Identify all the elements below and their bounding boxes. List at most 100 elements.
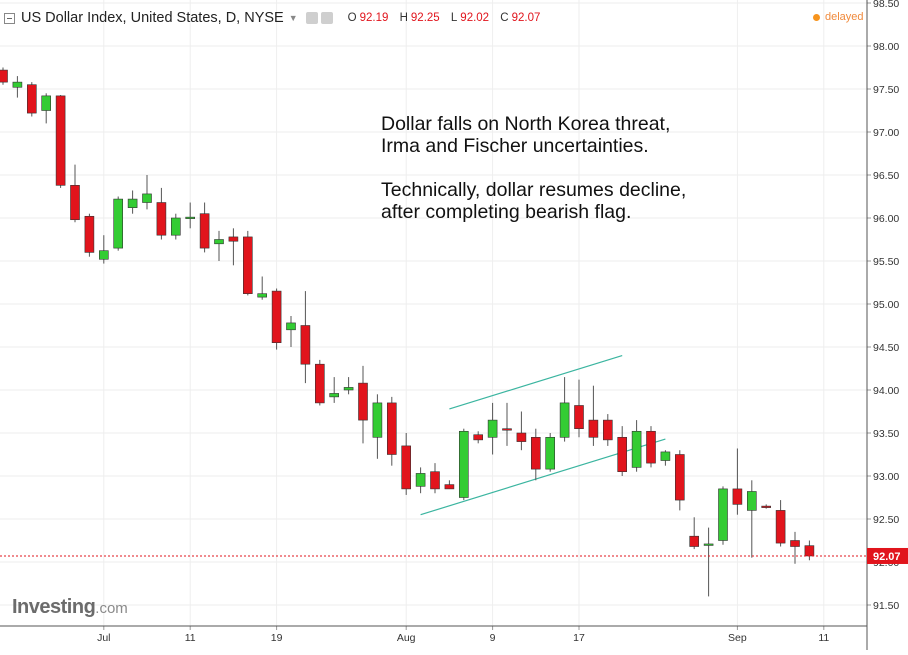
candle-body[interactable] — [41, 95, 52, 111]
y-tick-label: 91.50 — [873, 600, 899, 612]
y-tick-label: 96.50 — [873, 170, 899, 182]
candle-body[interactable] — [602, 419, 613, 441]
chart-annotation: Dollar falls on North Korea threat, Irma… — [381, 113, 686, 223]
candle-body[interactable] — [530, 436, 541, 470]
annotation-line: Technically, dollar resumes decline, — [381, 179, 687, 201]
y-tick-label: 98.00 — [873, 41, 899, 53]
high-value: 92.25 — [410, 12, 440, 24]
candle-body[interactable] — [127, 198, 138, 208]
candle-body[interactable] — [617, 436, 628, 472]
low-key: L — [450, 12, 458, 24]
candle-body[interactable] — [286, 322, 296, 331]
candle-body[interactable] — [99, 250, 109, 260]
chevron-down-icon[interactable]: ▼ — [288, 13, 298, 23]
candle-body[interactable] — [559, 402, 570, 438]
candle-body[interactable] — [401, 445, 412, 490]
candle-body[interactable] — [358, 382, 368, 421]
annotation-line: Dollar falls on North Korea threat, — [381, 113, 671, 135]
candle-body[interactable] — [761, 505, 772, 508]
y-tick-label: 94.50 — [873, 342, 899, 354]
candle-body[interactable] — [703, 543, 714, 546]
camera-icon[interactable] — [305, 12, 318, 24]
logo-name: Investing — [12, 596, 96, 618]
y-tick-label: 95.00 — [873, 299, 899, 311]
candle-body[interactable] — [660, 451, 671, 461]
candle-body[interactable] — [386, 402, 397, 455]
candle-body[interactable] — [430, 471, 440, 490]
y-tick-label: 98.50 — [873, 0, 899, 10]
candle-body[interactable] — [243, 236, 253, 294]
candle-body[interactable] — [646, 430, 656, 464]
close-value: 92.07 — [511, 12, 541, 24]
candle-body[interactable] — [314, 363, 325, 404]
flag-channel-line — [420, 438, 666, 516]
candle-body[interactable] — [271, 290, 282, 344]
x-tick-label: Sep — [728, 632, 747, 644]
candle-body[interactable] — [631, 430, 642, 468]
annotation-line: Irma and Fischer uncertainties. — [381, 135, 649, 157]
candle-body[interactable] — [718, 488, 728, 541]
logo-suffix: .com — [95, 600, 128, 617]
chart-header: US Dollar Index, United States, D, NYSE … — [4, 8, 548, 28]
candle-body[interactable] — [458, 430, 469, 498]
candle-body[interactable] — [113, 198, 123, 249]
candle-body[interactable] — [372, 402, 383, 438]
x-tick-label: Jul — [97, 632, 110, 644]
candle-body[interactable] — [84, 215, 95, 253]
candle-body[interactable] — [142, 193, 152, 203]
last-price-badge — [867, 547, 908, 564]
candle-body[interactable] — [444, 484, 455, 490]
candle-body[interactable] — [12, 81, 23, 88]
candle-body[interactable] — [228, 236, 239, 242]
settings-icon[interactable] — [320, 12, 333, 24]
candle-body[interactable] — [689, 535, 700, 547]
candle-body[interactable] — [674, 454, 685, 501]
candle-body[interactable] — [588, 419, 599, 438]
y-tick-label: 93.50 — [873, 428, 899, 440]
candle-body[interactable] — [55, 95, 66, 186]
candle-body[interactable] — [257, 293, 268, 298]
candle-body[interactable] — [804, 545, 815, 557]
y-tick-label: 97.00 — [873, 127, 899, 139]
candle-body[interactable] — [775, 510, 786, 544]
candle-body[interactable] — [185, 216, 195, 219]
candle-body[interactable] — [300, 325, 311, 365]
candle-body[interactable] — [70, 185, 80, 221]
candle-body[interactable] — [487, 419, 498, 438]
candle-body[interactable] — [502, 428, 512, 431]
candle-body[interactable] — [26, 84, 37, 114]
collapse-icon[interactable] — [4, 12, 15, 24]
candle-body[interactable] — [329, 393, 340, 398]
last-price-label: 92.07 — [873, 551, 901, 563]
x-tick-label: 11 — [185, 632, 196, 644]
candle-body[interactable] — [415, 473, 426, 487]
y-tick-label: 94.00 — [873, 385, 899, 397]
investing-logo: Investing.com — [12, 596, 128, 619]
candle-body[interactable] — [156, 202, 167, 236]
candle-body[interactable] — [473, 434, 484, 441]
candle-body[interactable] — [199, 213, 210, 249]
delayed-status: delayed — [813, 11, 864, 23]
ohlc-readout: O 92.19 H 92.25 L 92.02 C 92.07 — [348, 12, 549, 24]
candle-body[interactable] — [516, 432, 527, 442]
candle-body[interactable] — [0, 69, 8, 83]
open-key: O — [347, 12, 357, 24]
candle-body[interactable] — [746, 491, 757, 511]
y-tick-label: 92.50 — [873, 514, 899, 526]
high-key: H — [399, 12, 408, 24]
candle-body[interactable] — [343, 387, 354, 391]
low-value: 92.02 — [460, 12, 490, 24]
y-tick-label: 95.50 — [873, 256, 899, 268]
x-tick-label: 11 — [818, 632, 829, 644]
candle-body[interactable] — [732, 488, 743, 505]
candle-body[interactable] — [214, 239, 224, 245]
candle-body[interactable] — [545, 436, 556, 470]
flag-channel-line — [449, 355, 623, 410]
candle-body[interactable] — [171, 217, 181, 236]
candle-body[interactable] — [574, 405, 584, 430]
annotation-line: after completing bearish flag. — [381, 201, 632, 223]
candle-body[interactable] — [790, 540, 800, 547]
y-tick-label: 93.00 — [873, 471, 899, 483]
